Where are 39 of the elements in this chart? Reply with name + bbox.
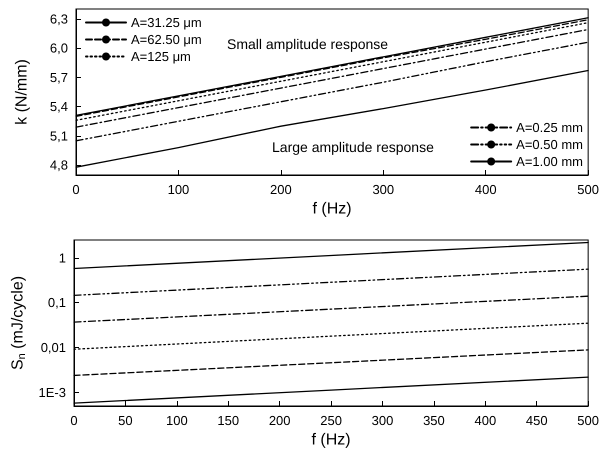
legend-label: A=31.25 μm [131, 15, 202, 30]
y-tick-label: 1 [58, 250, 66, 266]
x-tick-label: 300 [372, 182, 394, 197]
y-tick-label: 4,8 [50, 158, 68, 173]
x-tick-label: 150 [217, 413, 240, 428]
legend-label: A=62.50 μm [131, 32, 202, 47]
x-tick-label: 50 [118, 413, 133, 428]
x-tick-label: 100 [166, 413, 188, 428]
x-tick-label: 200 [268, 413, 291, 428]
y-axis-title: Sn (mJ/cycle) [10, 276, 28, 370]
legend-label: A=0.50 mm [516, 137, 584, 152]
x-axis-title: f (Hz) [312, 200, 352, 218]
y-tick-label: 5,4 [50, 99, 68, 114]
x-tick-label: 400 [474, 182, 497, 197]
annotation: Small amplitude response [227, 36, 388, 52]
y-tick-label: 5,7 [50, 70, 68, 85]
legend-label: A=0.25 mm [516, 120, 584, 135]
x-tick-label: 0 [70, 413, 78, 428]
legend-label: A=125 μm [131, 49, 191, 64]
x-tick-label: 300 [372, 413, 394, 428]
x-tick-label: 350 [423, 413, 445, 428]
y-tick-label: 0,1 [48, 295, 66, 310]
y-tick-label: 1E-3 [38, 384, 66, 400]
y-axis-title: k (N/mm) [14, 59, 30, 125]
y-tick-label: 6,3 [50, 11, 68, 26]
x-tick-label: 450 [526, 413, 548, 428]
x-tick-label: 0 [72, 182, 80, 197]
x-tick-label: 200 [270, 182, 292, 197]
x-tick-label: 100 [168, 182, 190, 197]
x-tick-label: 250 [320, 413, 342, 428]
y-tick-label: 5,1 [50, 128, 68, 144]
annotation: Large amplitude response [272, 139, 434, 155]
y-tick-label: 0,01 [40, 340, 66, 356]
x-tick-label: 500 [577, 413, 600, 428]
x-axis-title: f (Hz) [312, 432, 351, 448]
y-tick-label: 6,0 [50, 40, 68, 56]
x-tick-label: 500 [577, 182, 600, 197]
x-tick-label: 400 [474, 413, 496, 428]
legend-label: A=1.00 mm [516, 154, 584, 169]
